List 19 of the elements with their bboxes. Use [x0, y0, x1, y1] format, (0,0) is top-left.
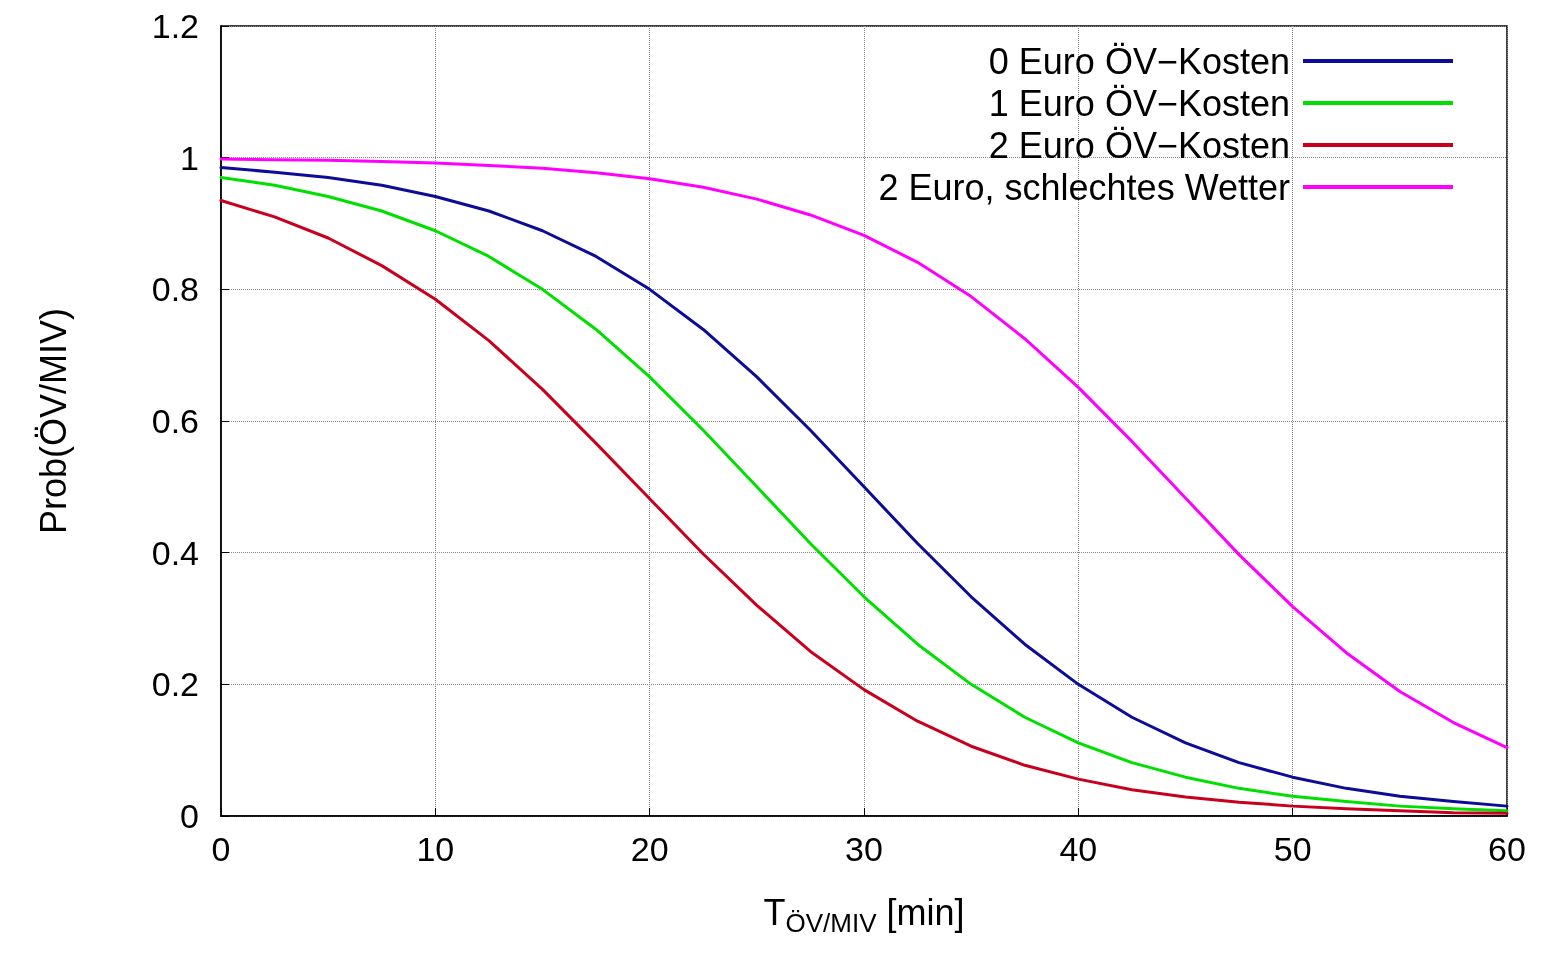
- x-tick-label: 20: [630, 830, 669, 868]
- y-tick-label: 0: [180, 797, 199, 835]
- x-tick-label: 30: [845, 830, 883, 868]
- x-tick-label: 60: [1488, 830, 1526, 868]
- y-axis-title: Prob(ÖV/MIV): [32, 307, 74, 535]
- y-tick-label: 0.2: [151, 665, 199, 704]
- y-tick-label: 0.6: [151, 402, 199, 440]
- y-tick-label: 1: [180, 138, 199, 177]
- x-tick-label: 10: [416, 830, 455, 868]
- legend-label: 0 Euro ÖV−Kosten: [988, 40, 1290, 82]
- x-tick-label: 40: [1059, 830, 1098, 868]
- y-tick-label: 0.4: [151, 533, 199, 572]
- legend-label: 1 Euro ÖV−Kosten: [988, 82, 1290, 124]
- y-tick-label: 1.2: [151, 7, 199, 45]
- x-tick-label: 0: [211, 830, 231, 868]
- legend-label: 2 Euro, schlechtes Wetter: [878, 166, 1290, 208]
- x-tick-label: 50: [1273, 830, 1312, 868]
- legend-label: 2 Euro ÖV−Kosten: [988, 124, 1290, 166]
- y-tick-label: 0.8: [151, 270, 199, 309]
